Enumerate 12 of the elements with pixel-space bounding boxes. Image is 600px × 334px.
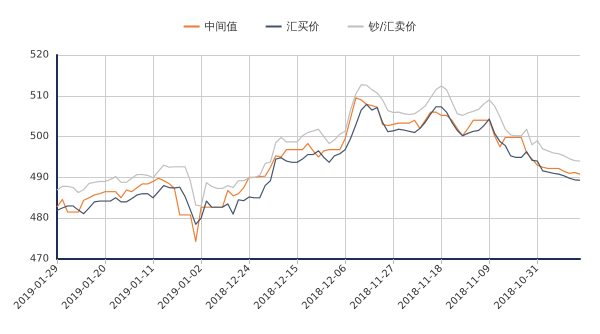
y-tick-label: 510: [30, 90, 49, 102]
line-series: [56, 97, 581, 242]
y-tick-label: 490: [30, 172, 49, 183]
line-series: [56, 84, 581, 207]
y-tick-label: 500: [30, 131, 49, 142]
legend-label: 中间值: [204, 20, 238, 33]
y-tick-label: 520: [30, 50, 49, 60]
y-tick-label: 470: [30, 254, 49, 264]
legend-label: 汇买价: [286, 20, 320, 33]
legend-label: 钞/汇卖价: [368, 20, 416, 33]
line-series: [56, 104, 581, 225]
y-tick-label: 480: [30, 212, 49, 224]
